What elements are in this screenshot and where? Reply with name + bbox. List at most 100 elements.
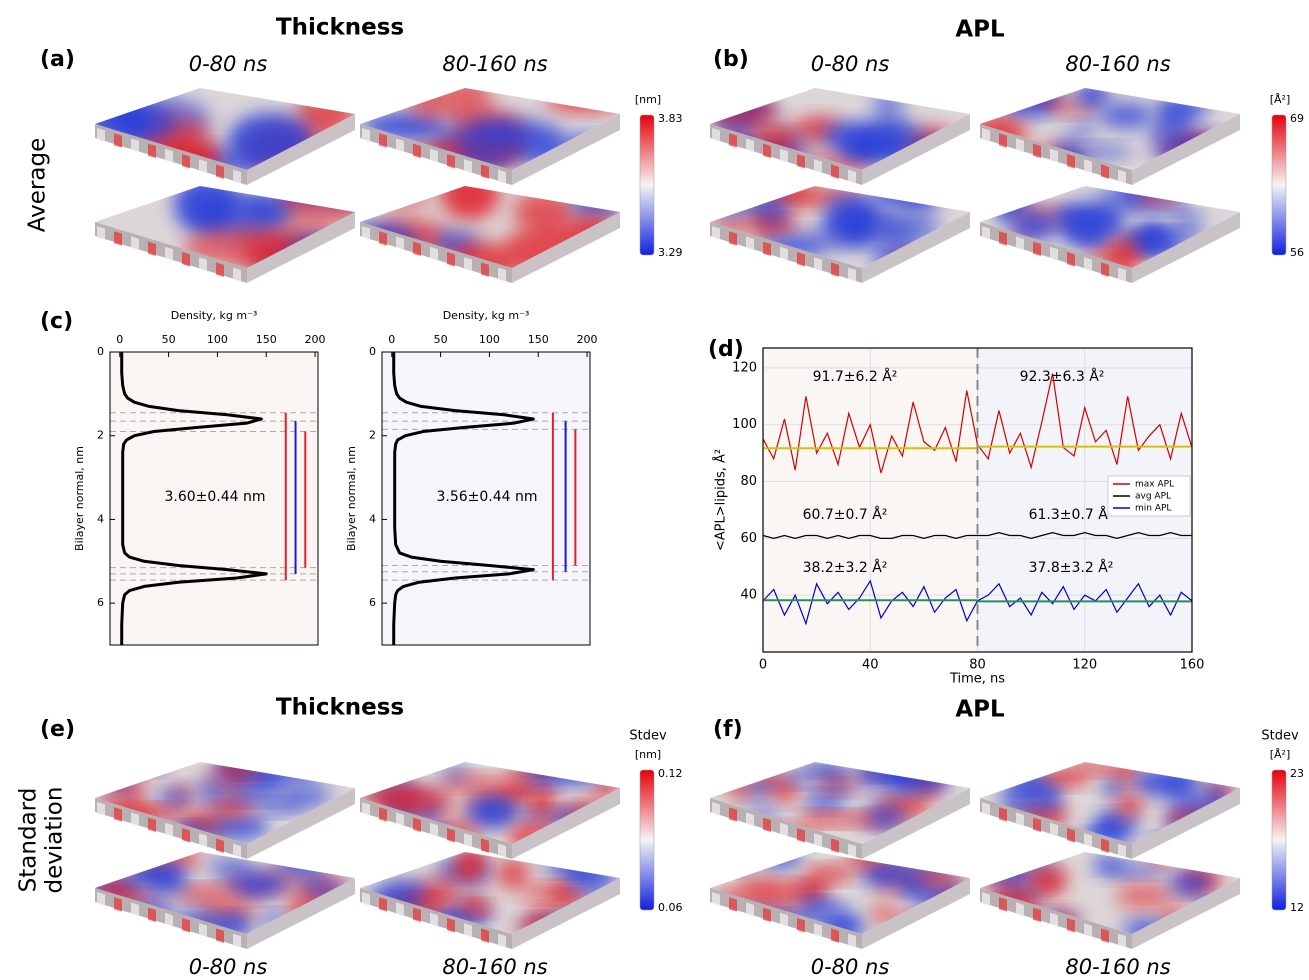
surface-side xyxy=(512,878,620,949)
surface-side xyxy=(1132,114,1240,185)
y-axis-label: <APL>lipids, Å² xyxy=(713,449,729,551)
x-tick-label: 40 xyxy=(862,658,879,673)
membrane-surface xyxy=(710,852,970,949)
surface-stripe xyxy=(797,827,805,843)
surface-blob xyxy=(1053,202,1123,232)
surface-blob xyxy=(800,762,850,774)
surface-blob xyxy=(1116,865,1166,877)
surface-stripe xyxy=(362,127,370,143)
surface-stripe xyxy=(131,138,139,153)
surface-blob xyxy=(980,191,1006,207)
surface-blob xyxy=(1156,100,1194,128)
surface-stripe xyxy=(481,928,489,943)
surface-side xyxy=(512,114,620,185)
column-label: 80-160 ns xyxy=(1065,955,1170,979)
surface-stripe xyxy=(1101,262,1109,277)
surface-blob xyxy=(756,195,790,226)
surface-blob xyxy=(137,762,171,774)
surface-stripe xyxy=(148,907,156,923)
surface-stripe xyxy=(97,128,105,143)
surface-side xyxy=(1132,878,1240,949)
surface-blob xyxy=(1027,859,1055,876)
surface-stripe xyxy=(848,169,856,185)
plot-frame xyxy=(109,351,319,646)
surface-blob xyxy=(1099,102,1153,129)
surface-stripe xyxy=(1016,138,1024,153)
surface-stripe xyxy=(148,143,156,159)
surface-stripe xyxy=(1067,153,1075,169)
surface-stripe xyxy=(464,833,472,848)
surface-stripe xyxy=(362,802,370,817)
surface-blob xyxy=(718,856,752,873)
surface-stripe xyxy=(831,838,839,853)
surface-stripe xyxy=(481,262,489,277)
surface-blob xyxy=(1036,788,1061,811)
surface-stripe xyxy=(216,164,224,179)
surface-stripe xyxy=(498,933,506,949)
colorbar-max: 23 xyxy=(1290,767,1304,780)
surface-stripe xyxy=(1050,246,1058,262)
colorbar-min: 56 xyxy=(1290,246,1304,259)
surface-stripe xyxy=(464,159,472,174)
colorbar-min: 0.06 xyxy=(658,901,683,914)
surface-stripe xyxy=(447,918,455,933)
annotation: 38.2±3.2 Å² xyxy=(803,559,888,576)
surface-blob xyxy=(208,855,257,881)
colorbar-min: 12 xyxy=(1290,901,1304,914)
surface-blob xyxy=(1114,793,1144,817)
surface-stripe xyxy=(1033,817,1041,833)
surface-stripe xyxy=(430,822,438,838)
membrane-surface xyxy=(710,762,970,859)
y-tick-label: 60 xyxy=(740,531,757,546)
surface-stripe xyxy=(982,802,990,817)
colorbar xyxy=(639,114,655,256)
surface-stripe xyxy=(131,812,139,827)
surface-stripe xyxy=(430,912,438,928)
membrane-surface xyxy=(980,88,1240,185)
row-label: Average xyxy=(25,138,51,232)
surface-stripe xyxy=(379,133,387,148)
x-tick-label: 50 xyxy=(162,333,176,346)
surface-blob xyxy=(1093,857,1121,871)
y-axis-label: Bilayer normal, nm xyxy=(345,446,358,551)
surface-stripe xyxy=(712,127,720,143)
x-tick-label: 100 xyxy=(207,333,228,346)
membrane-surface xyxy=(360,186,620,283)
panel-label: (f) xyxy=(713,717,743,742)
surface-stripe xyxy=(999,807,1007,822)
surface-stripe xyxy=(831,262,839,277)
annotation: 92.3±6.3 Å² xyxy=(1020,368,1105,385)
colorbar-caption: Stdev xyxy=(629,729,667,744)
x-tick-label: 200 xyxy=(577,333,598,346)
surface-stripe xyxy=(1084,257,1092,272)
surface-stripe xyxy=(216,928,224,943)
surface-stripe xyxy=(413,907,421,923)
membrane-surface xyxy=(360,88,620,185)
surface-stripe xyxy=(379,807,387,822)
surface-stripe xyxy=(148,817,156,833)
surface-blob xyxy=(821,121,882,151)
surface-stripe xyxy=(831,928,839,943)
colorbar-unit: [Å²] xyxy=(1270,93,1291,106)
surface-blob xyxy=(231,873,288,897)
surface-blob xyxy=(800,874,829,903)
surface-blob xyxy=(798,901,848,918)
legend-label: avg APL xyxy=(1135,492,1171,502)
membrane-surface xyxy=(360,852,620,949)
surface-blob xyxy=(1132,769,1189,796)
surface-blob xyxy=(870,186,933,208)
surface-stripe xyxy=(379,897,387,912)
x-tick-label: 80 xyxy=(969,658,986,673)
surface-blob xyxy=(251,766,291,788)
colorbar-max: 0.12 xyxy=(658,767,683,780)
surface-stripe xyxy=(1084,923,1092,938)
density-profile xyxy=(120,352,268,645)
surface-blob xyxy=(522,762,568,773)
surface-blob xyxy=(392,788,456,813)
surface-stripe xyxy=(182,154,190,169)
surface-stripe xyxy=(1118,267,1126,283)
surface-blob xyxy=(1102,778,1126,797)
surface-blob xyxy=(173,186,240,234)
surface-stripe xyxy=(729,231,737,246)
